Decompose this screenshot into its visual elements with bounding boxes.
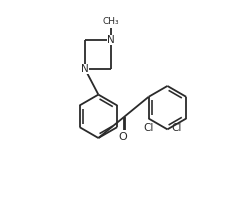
Text: O: O [118,132,127,142]
Text: Cl: Cl [143,123,153,133]
Text: N: N [106,35,114,45]
Text: Cl: Cl [171,123,181,133]
Text: N: N [80,64,88,74]
Text: CH₃: CH₃ [102,17,118,26]
